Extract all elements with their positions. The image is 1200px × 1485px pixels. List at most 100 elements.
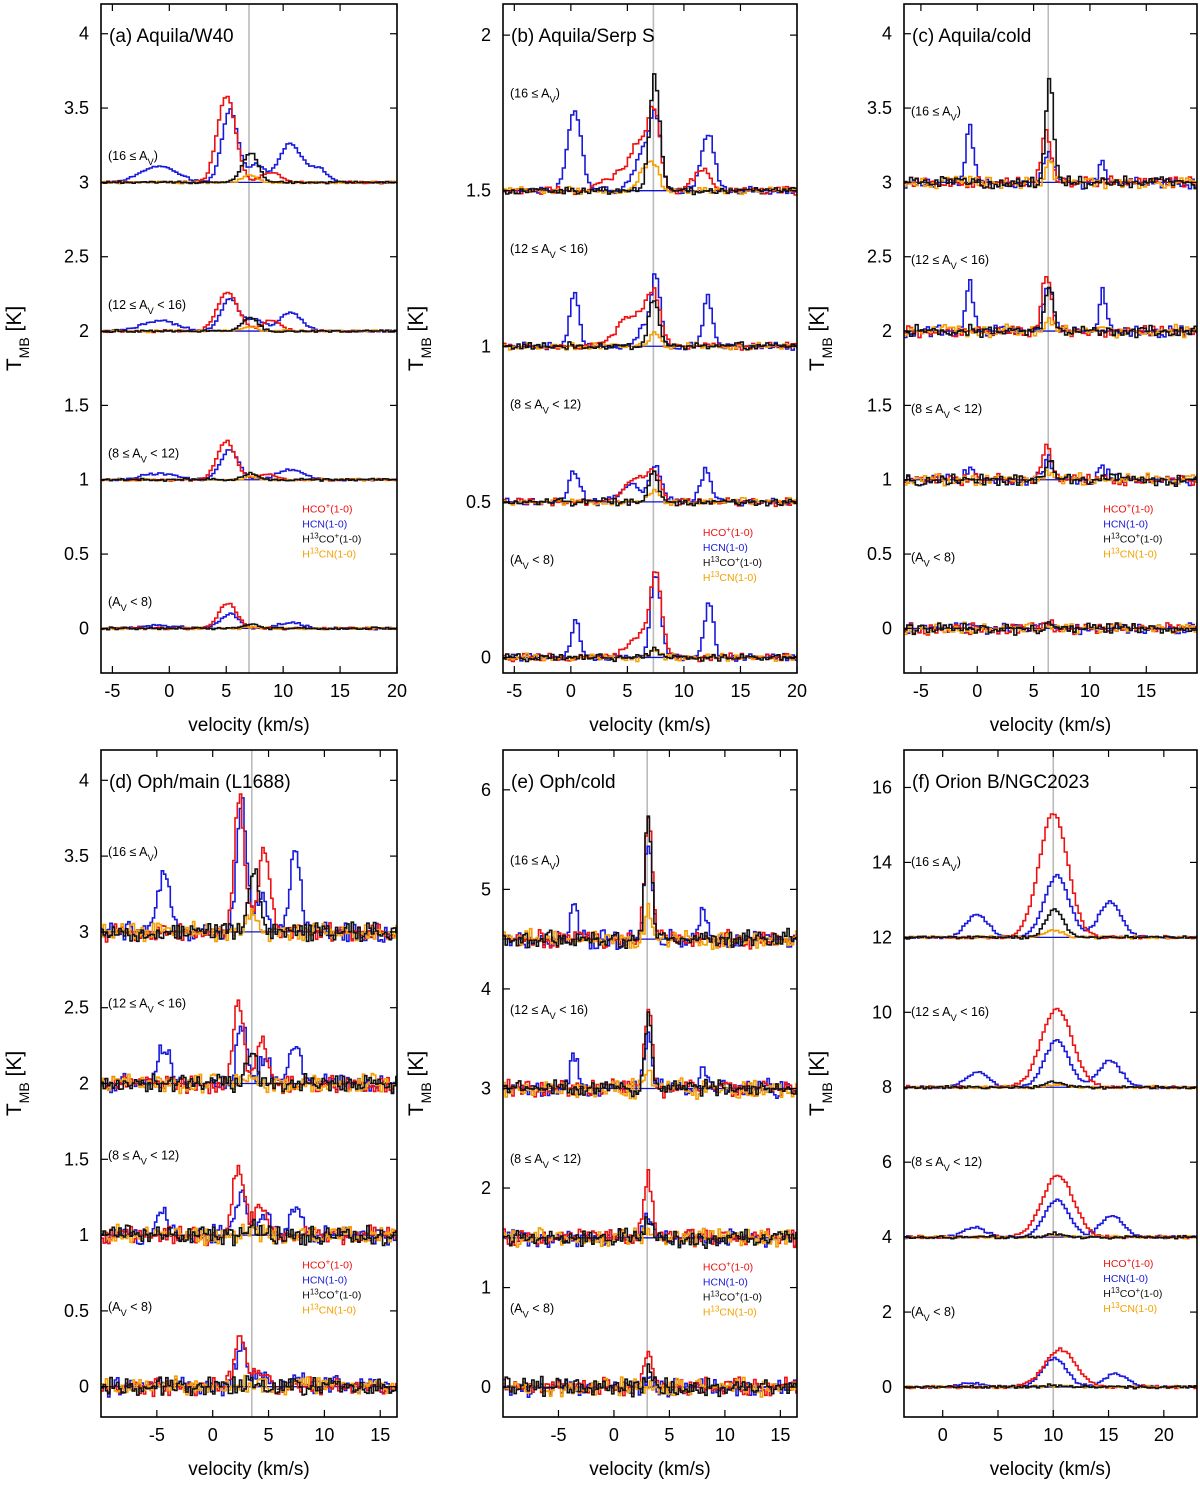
legend-item: HCN(1-0) <box>703 1277 748 1289</box>
bin-label: (AV < 8) <box>108 595 152 613</box>
legend-item: HCO+(1-0) <box>1103 501 1153 516</box>
x-tick-label: -5 <box>550 1425 566 1445</box>
spectrum-h13cop-bin0 <box>503 646 797 663</box>
legend-item: HCN(1-0) <box>703 542 748 554</box>
y-tick-label: 3 <box>481 1078 491 1098</box>
y-tick-label: 2 <box>882 1302 892 1322</box>
x-axis-label: velocity (km/s) <box>990 715 1111 736</box>
spectrum-h13cop-bin1 <box>503 1216 797 1249</box>
y-tick-label: 1.5 <box>64 1149 89 1169</box>
plot-frame <box>502 749 798 1418</box>
y-tick-label: 5 <box>481 879 491 899</box>
panel-title: (d) Oph/main (L1688) <box>109 772 291 793</box>
y-tick-label: 0 <box>481 1377 491 1397</box>
bin-label: (12 ≤ AV < 16) <box>108 997 186 1015</box>
y-tick-label: 14 <box>872 852 892 872</box>
y-tick-label: 2.5 <box>64 247 89 267</box>
x-axis-label: velocity (km/s) <box>188 1459 309 1480</box>
spectrum-hcn-bin0 <box>904 1356 1197 1390</box>
y-tick-label: 4 <box>481 979 491 999</box>
x-axis-label: velocity (km/s) <box>589 1459 710 1480</box>
legend-item: H13CO+(1-0) <box>703 1289 762 1304</box>
y-tick-label: 6 <box>481 780 491 800</box>
spectrum-hcop-bin3 <box>904 129 1197 189</box>
spectrum-h13cop-bin3 <box>904 77 1197 190</box>
plot-frame <box>903 3 1198 674</box>
spectrum-h13cop-bin3 <box>101 868 397 943</box>
spectrum-h13cop-bin0 <box>101 623 397 631</box>
spectrum-hcn-bin3 <box>503 109 797 195</box>
x-tick-label: 0 <box>566 681 576 701</box>
y-tick-label: 0.5 <box>64 544 89 564</box>
spectrum-hcn-bin1 <box>904 1198 1197 1240</box>
bin-label: (16 ≤ AV) <box>911 855 961 873</box>
spectrum-h13cop-bin3 <box>101 152 397 185</box>
y-tick-label: 0 <box>79 1377 89 1397</box>
y-tick-label: 16 <box>872 777 892 797</box>
x-tick-label: 15 <box>370 1425 390 1445</box>
x-tick-label: 5 <box>664 1425 674 1445</box>
y-tick-label: 0 <box>481 647 491 667</box>
spectra <box>503 815 797 1398</box>
x-tick-label: 0 <box>164 681 174 701</box>
plot-frame <box>903 749 1198 1418</box>
y-tick-label: 3.5 <box>64 98 89 118</box>
legend-item: H13CN(1-0) <box>703 1304 757 1319</box>
x-tick-label: 15 <box>330 681 350 701</box>
legend-item: H13CO+(1-0) <box>703 555 762 570</box>
spectrum-h13cop-bin0 <box>904 1383 1197 1390</box>
y-axis-label: TMB [K] <box>405 1051 434 1116</box>
x-tick-label: 20 <box>787 681 807 701</box>
y-tick-label: 1.5 <box>466 181 491 201</box>
bin-label: (8 ≤ AV < 12) <box>510 1152 581 1170</box>
panel-d: (AV < 8) (8 ≤ AV < 12) (12 ≤ AV < 16) (16 ≤… <box>3 749 398 1480</box>
panel-title: (c) Aquila/cold <box>912 26 1031 47</box>
x-tick-label: 0 <box>972 681 982 701</box>
spectrum-h13cop-bin0 <box>904 621 1197 636</box>
bin-label: (16 ≤ AV) <box>911 105 961 123</box>
legend-item: H13CO+(1-0) <box>302 531 361 546</box>
x-tick-label: 15 <box>770 1425 790 1445</box>
legend-item: H13CN(1-0) <box>1103 546 1157 561</box>
panel-title: (f) Orion B/NGC2023 <box>912 772 1089 793</box>
y-tick-label: 6 <box>882 1152 892 1172</box>
y-tick-label: 4 <box>882 24 892 44</box>
spectrum-h13cop-bin1 <box>101 471 397 482</box>
x-tick-label: 10 <box>674 681 694 701</box>
y-tick-label: 2.5 <box>867 247 892 267</box>
x-tick-label: 10 <box>273 681 293 701</box>
legend-item: HCN(1-0) <box>1103 1273 1148 1285</box>
spectrum-hcop-bin0 <box>904 619 1197 636</box>
x-tick-label: 5 <box>264 1425 274 1445</box>
spectrum-h13cn-bin3 <box>503 902 797 950</box>
y-tick-label: 3 <box>79 172 89 192</box>
spectrum-hcn-bin3 <box>101 108 397 185</box>
spectrum-hcn-bin3 <box>101 797 397 943</box>
x-tick-label: 10 <box>1043 1425 1063 1445</box>
spectrum-hcop-bin2 <box>904 1007 1197 1090</box>
x-tick-label: 5 <box>221 681 231 701</box>
spectrum-hcop-bin3 <box>503 105 797 196</box>
y-tick-label: 2.5 <box>64 998 89 1018</box>
bin-label: (12 ≤ AV < 16) <box>108 298 186 316</box>
y-tick-label: 0.5 <box>64 1301 89 1321</box>
y-tick-label: 1.5 <box>64 395 89 415</box>
panel-title: (a) Aquila/W40 <box>109 26 234 47</box>
y-tick-label: 0 <box>882 1377 892 1397</box>
legend-item: H13CN(1-0) <box>703 570 757 585</box>
legend: HCO+(1-0) HCN(1-0)H13CO+(1-0)H13CN(1-0) <box>703 525 762 585</box>
x-tick-label: 0 <box>938 1425 948 1445</box>
spectrum-h13cop-bin3 <box>503 815 797 949</box>
bin-label: (16 ≤ AV) <box>108 149 158 167</box>
bin-label: (16 ≤ AV) <box>108 845 158 863</box>
spectrum-h13cop-bin2 <box>503 1011 797 1098</box>
spectrum-hcop-bin2 <box>101 999 397 1095</box>
y-tick-label: 1.5 <box>867 395 892 415</box>
panel-b: (AV < 8) (8 ≤ AV < 12) (12 ≤ AV < 16) (16 ≤… <box>405 3 807 736</box>
legend-item: H13CN(1-0) <box>302 1302 356 1317</box>
spectrum-h13cop-bin2 <box>101 1052 397 1095</box>
spectrum-h13cop-bin1 <box>503 470 797 507</box>
spectrum-h13cop-bin2 <box>904 1080 1197 1090</box>
y-tick-label: 3.5 <box>64 846 89 866</box>
legend-item: HCN(1-0) <box>302 518 347 530</box>
